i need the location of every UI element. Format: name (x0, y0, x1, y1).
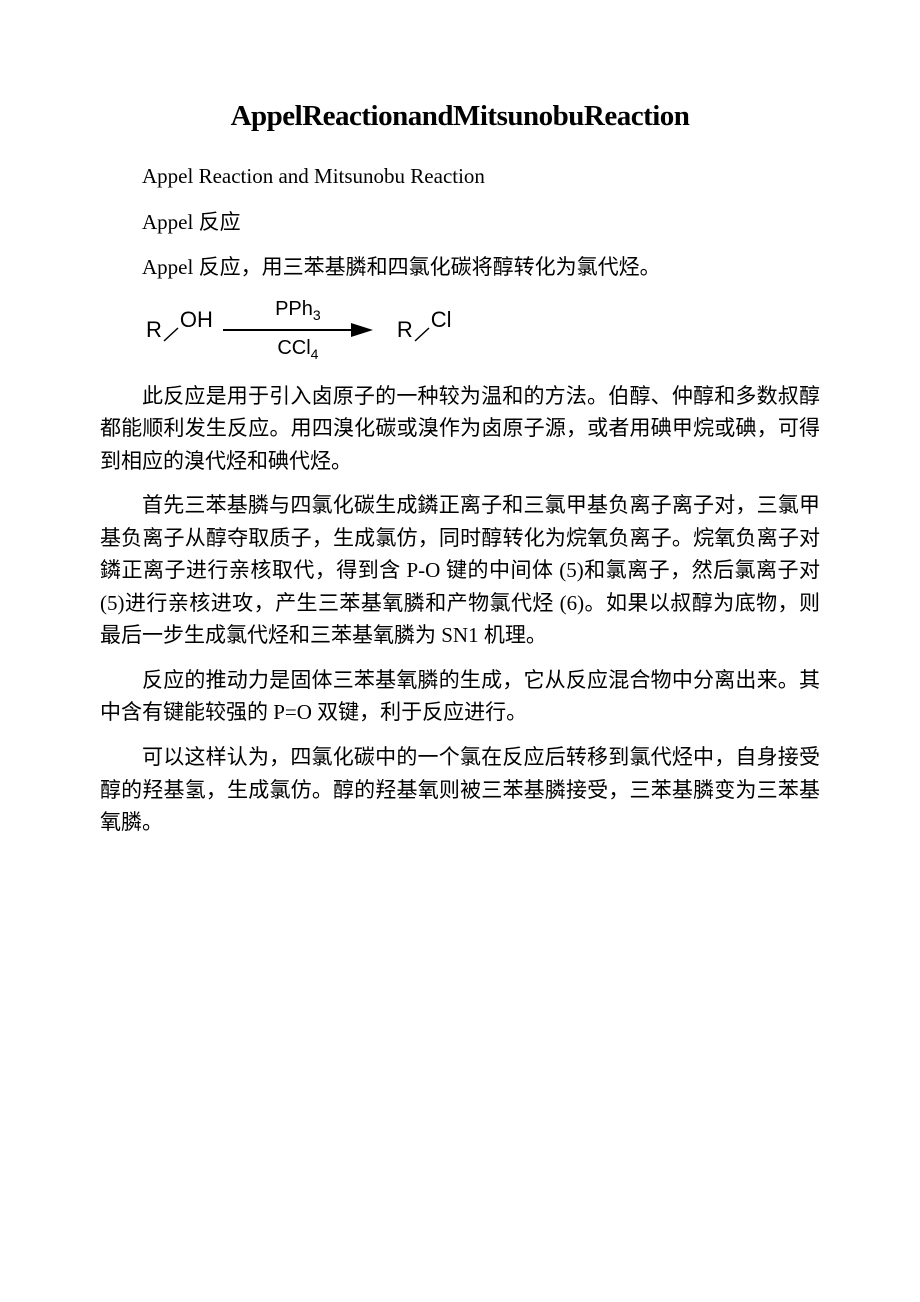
cl-label: Cl (431, 307, 452, 333)
ccl-sub: 4 (311, 346, 319, 362)
paragraph-summary: 可以这样认为，四氯化碳中的一个氯在反应后转移到氯代烃中，自身接受醇的羟基氢，生成… (100, 741, 820, 839)
page-title: AppelReactionandMitsunobuReaction (100, 100, 820, 133)
intro-appel: Appel 反应，用三苯基膦和四氯化碳将醇转化为氯代烃。 (100, 252, 820, 284)
paragraph-mechanism: 首先三苯基膦与四氯化碳生成鏻正离子和三氯甲基负离子离子对，三氯甲基负离子从醇夺取… (100, 489, 820, 652)
reactant-roh: R OH (146, 317, 213, 343)
heading-appel: Appel 反应 (100, 207, 820, 239)
reaction-arrow-block: PPh3 CCl4 (223, 298, 373, 362)
bond-icon (413, 323, 431, 343)
reagent-top: PPh3 (275, 298, 321, 323)
reaction-scheme: R OH PPh3 CCl4 R Cl (146, 298, 820, 362)
oh-label: OH (180, 307, 213, 333)
ccl-label: CCl (277, 337, 310, 359)
product-rcl: R Cl (397, 317, 452, 343)
bond-icon (162, 323, 180, 343)
paragraph-scope: 此反应是用于引入卤原子的一种较为温和的方法。伯醇、仲醇和多数叔醇都能顺利发生反应… (100, 380, 820, 478)
r-label: R (146, 317, 162, 343)
r-label-product: R (397, 317, 413, 343)
pph-label: PPh (275, 298, 313, 320)
subtitle-en: Appel Reaction and Mitsunobu Reaction (100, 161, 820, 193)
reagent-bottom: CCl4 (277, 337, 318, 362)
paragraph-driving-force: 反应的推动力是固体三苯基氧膦的生成，它从反应混合物中分离出来。其中含有键能较强的… (100, 664, 820, 729)
